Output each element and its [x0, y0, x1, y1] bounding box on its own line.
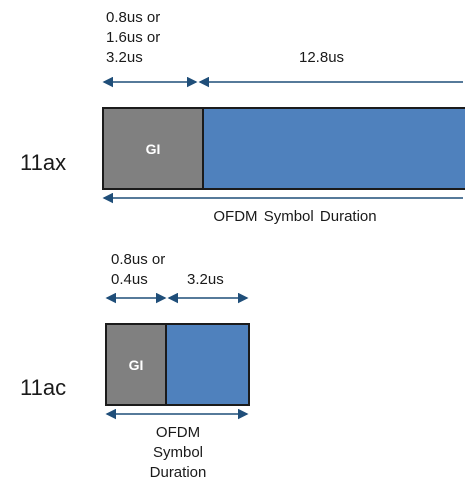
ac-gi-duration-line: 0.4us	[111, 271, 148, 288]
ax-gi-duration-line: 0.8us or	[106, 9, 161, 26]
ax-gi-duration-line: 3.2us	[106, 49, 143, 66]
ac-data-duration-label: 3.2us	[187, 271, 224, 288]
ax-symbol-duration-label: OFDM Symbol Duration	[213, 208, 377, 225]
ax-gi-duration-label: 0.8us or 1.6us or 3.2us	[106, 8, 160, 68]
ac-symbol-duration-line: Symbol	[152, 444, 204, 461]
ac-gi-duration-line: 0.8us or	[111, 251, 166, 268]
ax-data-block	[204, 109, 465, 188]
ac-gi-duration-label: 0.8us or 0.4us	[111, 250, 165, 290]
ac-data-block	[167, 325, 248, 404]
ac-gi-block: GI	[107, 325, 167, 404]
ac-symbol-duration-line: Duration	[149, 464, 207, 481]
ax-gi-block: GI	[104, 109, 204, 188]
ac-symbol-duration-line: OFDM	[155, 424, 201, 441]
ax-symbol-bar: GI	[102, 107, 465, 190]
ax-row-label: 11ax	[20, 150, 67, 175]
ac-symbol-duration-label: OFDM Symbol Duration	[128, 423, 228, 483]
ac-row-label: 11ac	[20, 375, 67, 400]
ac-symbol-bar: GI	[105, 323, 250, 406]
ax-data-duration-label: 12.8us	[299, 49, 345, 66]
ax-gi-duration-line: 1.6us or	[106, 29, 161, 46]
